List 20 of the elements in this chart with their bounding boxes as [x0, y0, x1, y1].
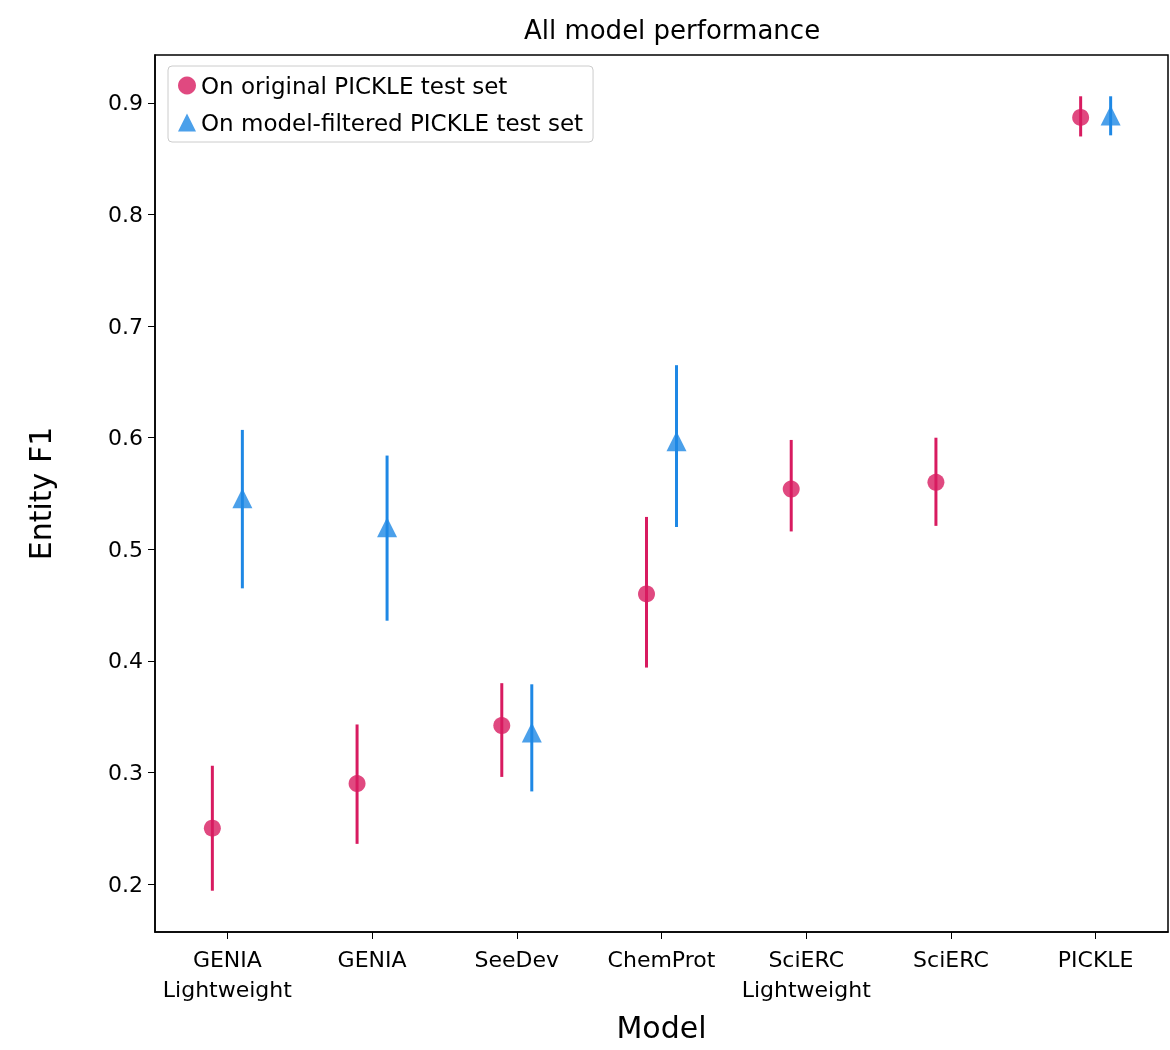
y-tick-label: 0.5: [108, 536, 143, 562]
x-axis-title: Model: [616, 1009, 707, 1045]
x-tick-label: ChemProt: [607, 946, 716, 972]
y-axis-title: Entity F1: [22, 426, 58, 561]
y-tick-label: 0.4: [108, 648, 143, 674]
x-tick-label: GENIA Lightweight: [162, 946, 293, 1002]
x-tick-label: SciERC: [913, 946, 989, 972]
legend-label: On model-filtered PICKLE test set: [201, 109, 584, 136]
y-tick-label: 0.7: [108, 313, 143, 339]
legend-label: On original PICKLE test set: [201, 72, 508, 99]
x-tick-label: SciERC Lightweight: [741, 946, 872, 1002]
y-tick-label: 0.6: [108, 425, 143, 451]
x-tick-label: PICKLE: [1057, 946, 1134, 972]
y-tick-label: 0.3: [108, 759, 143, 785]
chart-title: All model performance: [523, 15, 821, 45]
y-tick-label: 0.9: [108, 90, 143, 116]
y-tick-label: 0.2: [108, 871, 143, 897]
x-tick-label: GENIA: [337, 946, 407, 972]
x-tick-label: SeeDev: [474, 946, 560, 972]
y-tick-label: 0.8: [108, 202, 143, 228]
